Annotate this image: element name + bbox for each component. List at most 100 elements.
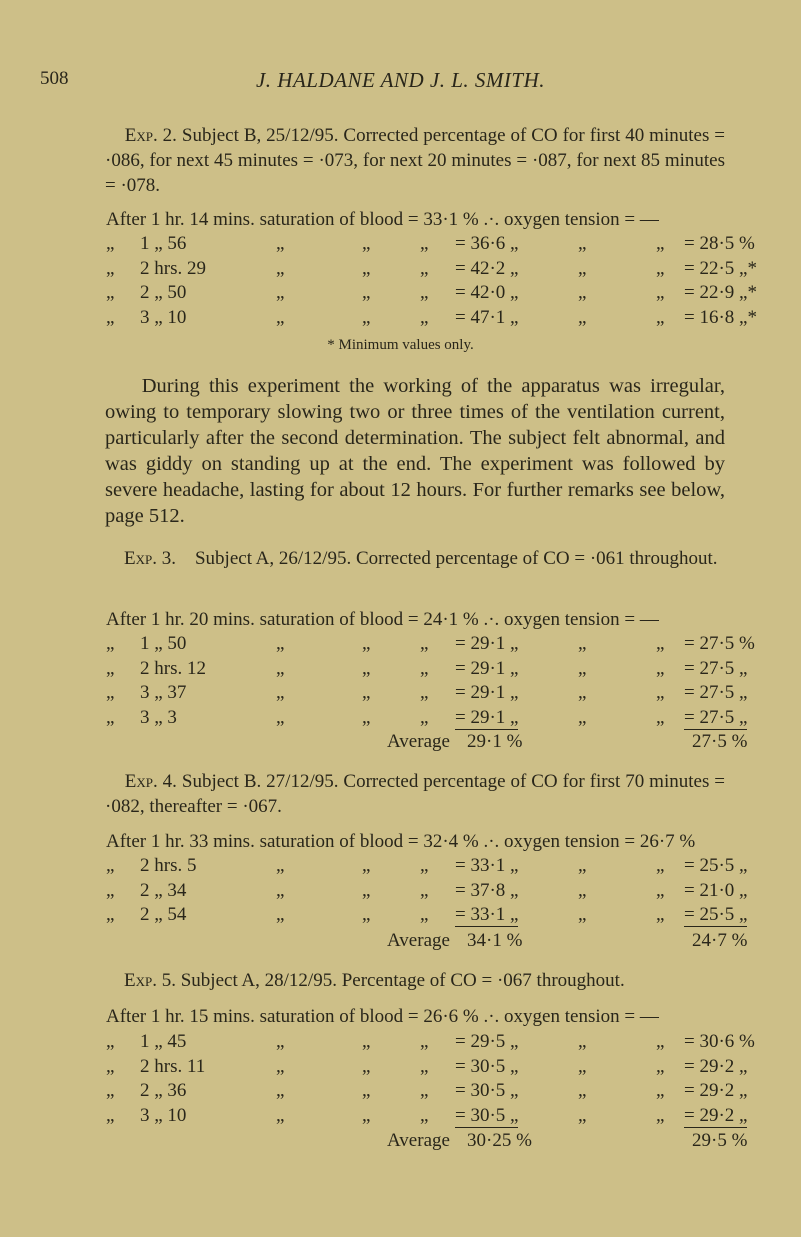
ditto-after: „ xyxy=(106,855,115,876)
time: 3 „ 3 xyxy=(140,706,177,728)
ditto-after: „ xyxy=(106,706,115,728)
table-row: „ 1 „ 50 „ „ „ = 29·1 „ „ „ = 27·5 % xyxy=(0,633,801,657)
exp4-first-row: After 1 hr. 33 mins. saturation of blood… xyxy=(106,831,696,852)
average-saturation: 30·25 % xyxy=(467,1130,532,1151)
ditto-after: „ xyxy=(106,1080,115,1101)
ditto-oxygen: „ xyxy=(578,1080,587,1101)
time: 3 „ 37 xyxy=(140,682,187,703)
time: 1 „ 56 xyxy=(140,233,187,254)
ditto-mins: „ xyxy=(276,1080,285,1101)
exp5-first-row: After 1 hr. 15 mins. saturation of blood… xyxy=(106,1006,659,1027)
ditto-blood: „ xyxy=(420,282,429,303)
time: 3 „ 10 xyxy=(140,306,187,328)
ditto-saturation: „ xyxy=(362,855,371,876)
ditto-blood: „ xyxy=(420,1104,429,1126)
ditto-after: „ xyxy=(106,682,115,703)
average-row: Average 34·1 % 24·7 % xyxy=(0,930,801,954)
tension-value: = 29·2 „ xyxy=(684,1104,748,1128)
saturation-value: = 29·1 „ xyxy=(455,657,519,679)
saturation-value: = 30·5 „ xyxy=(455,1104,519,1128)
time: 2 „ 54 xyxy=(140,904,187,925)
ditto-blood: „ xyxy=(420,657,429,679)
tension-value: = 21·0 „ xyxy=(684,879,748,901)
tension-value: = 22·5 „* xyxy=(684,257,757,279)
table-row: „ 3 „ 10 „ „ „ = 47·1 „ „ „ = 16·8 „* xyxy=(0,307,801,331)
table-row: „ 2 „ 54 „ „ „ = 33·1 „ „ „ = 25·5 „ xyxy=(0,904,801,928)
ditto-mins: „ xyxy=(276,1104,285,1126)
time: 2 „ 34 xyxy=(140,879,187,901)
exp3-intro: Exp. 3. Subject A, 26/12/95. Corrected p… xyxy=(105,546,725,571)
exp2-first-row: After 1 hr. 14 mins. saturation of blood… xyxy=(106,209,659,230)
ditto-tension: „ xyxy=(656,1031,665,1052)
saturation-value: = 29·5 „ xyxy=(455,1031,519,1052)
table-row: „ 2 hrs. 29 „ „ „ = 42·2 „ „ „ = 22·5 „* xyxy=(0,258,801,282)
ditto-tension: „ xyxy=(656,904,665,925)
footnote: * Minimum values only. xyxy=(327,337,474,353)
exp3-first-row: After 1 hr. 20 mins. saturation of blood… xyxy=(106,609,659,630)
saturation-value: = 30·5 „ xyxy=(455,1055,519,1077)
ditto-oxygen: „ xyxy=(578,233,587,254)
ditto-mins: „ xyxy=(276,282,285,303)
time: 2 „ 36 xyxy=(140,1080,187,1101)
discussion-text: During this experiment the working of th… xyxy=(105,375,726,527)
ditto-mins: „ xyxy=(276,855,285,876)
ditto-tension: „ xyxy=(656,682,665,703)
ditto-after: „ xyxy=(106,1104,115,1126)
ditto-mins: „ xyxy=(276,306,285,328)
ditto-oxygen: „ xyxy=(578,1104,587,1126)
ditto-saturation: „ xyxy=(362,306,371,328)
ditto-mins: „ xyxy=(276,233,285,254)
ditto-mins: „ xyxy=(276,682,285,703)
ditto-oxygen: „ xyxy=(578,682,587,703)
time: 2 hrs. 12 xyxy=(140,657,206,679)
ditto-oxygen: „ xyxy=(578,633,587,654)
tension-value: = 30·6 % xyxy=(684,1031,755,1052)
ditto-blood: „ xyxy=(420,633,429,654)
exp-intro-text: Subject A, 28/12/95. Percentage of CO = … xyxy=(180,970,625,991)
time: 3 „ 10 xyxy=(140,1104,187,1126)
ditto-saturation: „ xyxy=(362,682,371,703)
ditto-after: „ xyxy=(106,257,115,279)
ditto-oxygen: „ xyxy=(578,706,587,728)
ditto-oxygen: „ xyxy=(578,1031,587,1052)
ditto-saturation: „ xyxy=(362,257,371,279)
tension-value: = 27·5 „ xyxy=(684,657,748,679)
ditto-saturation: „ xyxy=(362,879,371,901)
page-number: 508 xyxy=(40,68,69,89)
time: 2 hrs. 29 xyxy=(140,257,206,279)
ditto-oxygen: „ xyxy=(578,1055,587,1077)
ditto-blood: „ xyxy=(420,904,429,925)
saturation-value: = 30·5 „ xyxy=(455,1080,519,1101)
tension-value: = 16·8 „* xyxy=(684,306,757,328)
ditto-blood: „ xyxy=(420,306,429,328)
exp5-intro: Exp. 5. Subject A, 28/12/95. Percentage … xyxy=(105,968,725,993)
ditto-tension: „ xyxy=(656,706,665,728)
exp-label: Exp. 4. xyxy=(124,771,177,792)
average-tension: 27·5 % xyxy=(692,731,748,752)
average-label: Average xyxy=(387,1130,450,1151)
table-row: „ 2 hrs. 12 „ „ „ = 29·1 „ „ „ = 27·5 „ xyxy=(0,658,801,682)
tension-value: = 27·5 „ xyxy=(684,682,748,703)
average-label: Average xyxy=(387,731,450,752)
average-saturation: 29·1 % xyxy=(467,731,523,752)
average-row: Average 30·25 % 29·5 % xyxy=(0,1130,801,1154)
ditto-blood: „ xyxy=(420,855,429,876)
time: 1 „ 45 xyxy=(140,1031,187,1052)
ditto-tension: „ xyxy=(656,282,665,303)
ditto-after: „ xyxy=(106,1055,115,1077)
running-title: J. HALDANE AND J. L. SMITH. xyxy=(255,68,546,92)
average-tension: 29·5 % xyxy=(692,1130,748,1151)
ditto-after: „ xyxy=(106,306,115,328)
ditto-oxygen: „ xyxy=(578,282,587,303)
ditto-oxygen: „ xyxy=(578,855,587,876)
ditto-saturation: „ xyxy=(362,1080,371,1101)
tension-value: = 27·5 % xyxy=(684,633,755,654)
ditto-mins: „ xyxy=(276,904,285,925)
table-row: „ 2 „ 36 „ „ „ = 30·5 „ „ „ = 29·2 „ xyxy=(0,1080,801,1104)
ditto-saturation: „ xyxy=(362,706,371,728)
ditto-mins: „ xyxy=(276,706,285,728)
ditto-tension: „ xyxy=(656,855,665,876)
ditto-tension: „ xyxy=(656,657,665,679)
ditto-oxygen: „ xyxy=(578,306,587,328)
